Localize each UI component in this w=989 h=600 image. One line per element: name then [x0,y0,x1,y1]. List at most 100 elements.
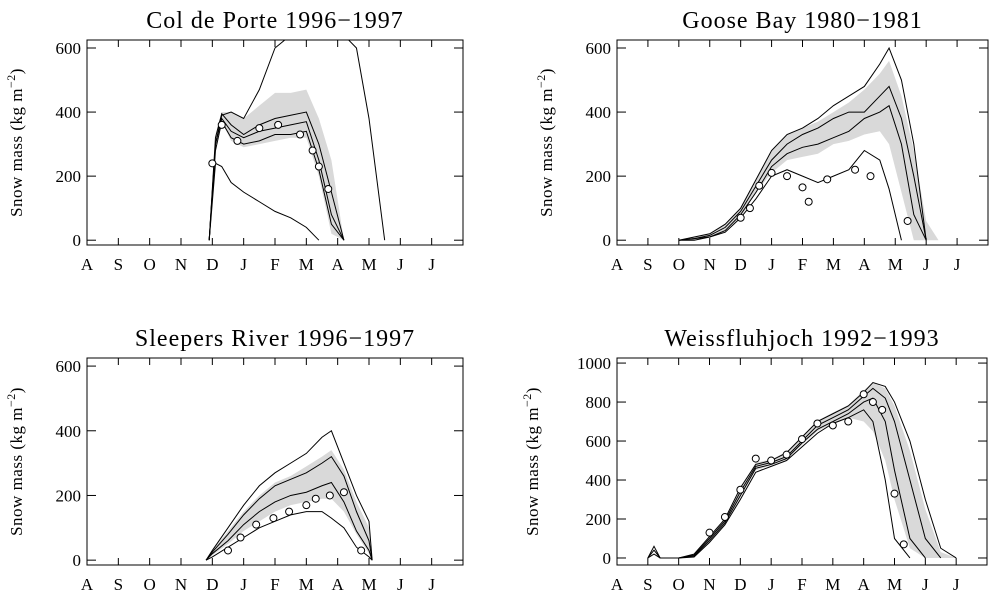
panel-title: Col de Porte 1996−1997 [146,8,404,34]
observation [302,501,311,510]
observation [224,546,232,555]
x-tick-label: J [953,575,960,594]
x-tick-label: S [114,575,123,594]
x-tick-label: M [888,255,903,274]
model-line [678,104,927,241]
x-tick-label: S [643,255,652,274]
observation [804,197,813,206]
y-tick-label: 0 [73,551,82,570]
observation [782,450,791,459]
x-tick-label: A [858,255,871,274]
model-line [205,511,373,561]
x-tick-label: N [704,255,716,274]
x-tick-label: M [826,255,841,274]
spread-band [206,450,373,561]
model-line [678,409,911,559]
plot-frame [86,39,464,246]
y-axis-label: Snow mass (kg m−2) [534,68,556,217]
observation [324,184,333,193]
observation [851,165,860,174]
y-tick-label: 0 [603,231,612,250]
x-tick-label: J [397,255,404,274]
y-tick-label: 600 [586,39,612,58]
x-tick-label: F [270,575,279,594]
model-line [205,481,373,561]
spread-band [678,60,939,241]
x-tick-label: M [361,575,376,594]
y-label-text: Snow mass (kg m [523,407,542,536]
model-line [678,149,902,241]
observation [899,540,908,549]
y-label-sup: −2 [534,74,548,88]
x-tick-label: N [703,575,715,594]
x-tick-label: J [922,575,929,594]
observation [828,421,837,430]
observation [878,405,887,414]
x-tick-label: J [954,255,961,274]
y-label-end: ) [537,68,556,74]
x-tick-label: M [299,255,314,274]
x-tick-label: J [923,255,930,274]
x-tick-label: A [858,575,871,594]
observation [720,513,729,522]
model-line [205,430,373,561]
y-tick-label: 600 [56,39,82,58]
y-label-text: Snow mass (kg m [7,407,26,536]
y-tick-label: 0 [73,231,82,250]
x-tick-label: O [673,255,685,274]
plot-area [647,381,957,559]
x-tick-label: A [332,255,345,274]
observation [217,120,226,129]
y-label-text: Snow mass (kg m [537,88,556,217]
observation [705,528,714,537]
model-line [208,162,320,241]
y-tick-label: 600 [56,357,82,376]
x-tick-label: M [299,575,314,594]
observation [823,175,832,184]
observation [859,390,868,399]
observation [308,146,317,155]
x-tick-label: J [768,255,775,274]
model-line [205,455,373,561]
y-tick-label: 200 [56,486,82,505]
x-tick-label: J [240,255,247,274]
y-tick-label: 600 [586,432,612,451]
y-axis-label: Snow mass (kg m−2) [4,387,26,536]
observation [269,514,278,523]
observation [903,216,912,225]
observation [285,507,294,516]
x-tick-label: F [797,575,806,594]
panel-title: Sleepers River 1996−1997 [135,326,415,352]
observation [751,454,760,463]
y-tick-label: 400 [586,103,612,122]
observation [252,520,261,529]
y-tick-label: 400 [56,103,82,122]
plot-area [678,46,939,241]
x-tick-label: F [798,255,807,274]
panel-title: Goose Bay 1980−1981 [682,8,923,34]
observation [783,172,792,181]
observation [798,435,806,444]
x-tick-label: N [175,255,187,274]
y-axis-label: Snow mass (kg m−2) [4,68,26,217]
observation [274,120,283,129]
x-tick-label: D [734,575,746,594]
x-tick-label: D [206,255,218,274]
observation [296,130,305,139]
observation [890,489,899,498]
observation [314,162,323,171]
y-label-sup: −2 [4,74,18,88]
x-tick-label: J [768,575,775,594]
y-tick-label: 1000 [577,354,611,373]
spread-band [209,89,344,241]
observation [813,419,822,428]
x-tick-label: S [643,575,652,594]
observation [844,417,853,426]
y-tick-label: 400 [586,471,612,490]
observation [236,533,245,542]
x-tick-label: M [887,575,902,594]
x-tick-label: A [332,575,345,594]
